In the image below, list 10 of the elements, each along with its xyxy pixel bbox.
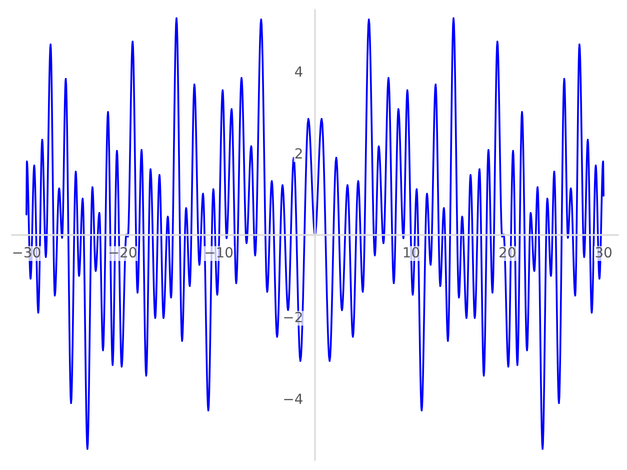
x-tick-label: −10 <box>206 247 233 258</box>
y-tick-label: −4 <box>284 394 302 404</box>
x-tick-label: −20 <box>109 247 136 258</box>
x-tick-label: 10 <box>404 247 420 258</box>
x-tick-label: 30 <box>596 247 612 258</box>
x-tick-label: 20 <box>500 247 516 258</box>
x-tick-label: −30 <box>13 247 40 258</box>
y-tick-label: 2 <box>295 148 302 158</box>
y-tick-label: 4 <box>295 66 302 77</box>
y-tick-label: −2 <box>284 312 302 322</box>
